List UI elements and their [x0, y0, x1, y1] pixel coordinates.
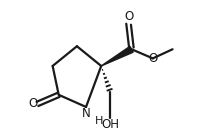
Text: OH: OH: [101, 118, 119, 131]
Text: O: O: [124, 10, 133, 23]
Text: O: O: [28, 97, 37, 110]
Text: O: O: [148, 52, 158, 65]
Text: H: H: [95, 116, 104, 126]
Polygon shape: [101, 46, 133, 66]
Text: N: N: [82, 107, 90, 120]
